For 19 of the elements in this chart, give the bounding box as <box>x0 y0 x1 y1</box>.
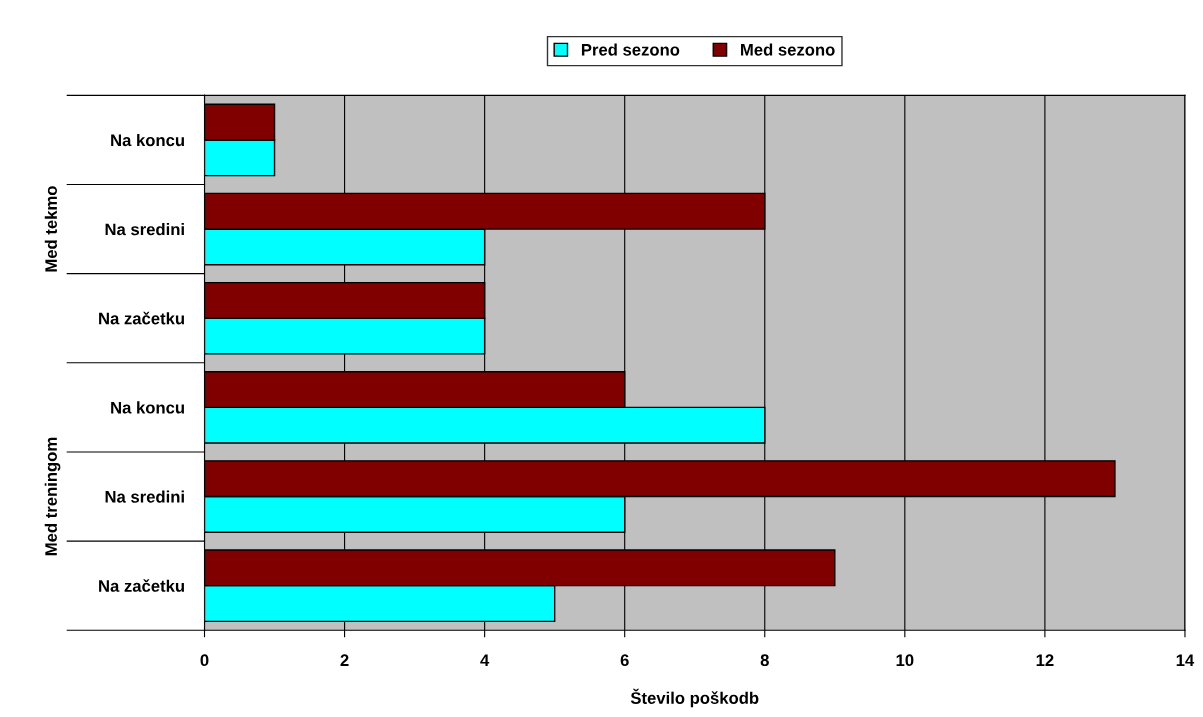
y-tick-label: Na sredini <box>105 490 184 503</box>
y-tick-label: Na začetku <box>99 311 184 325</box>
x-tick-label: 6 <box>620 654 629 667</box>
x-tick-label: 4 <box>480 654 490 666</box>
y-tick-label: Na koncu <box>111 133 184 147</box>
y-tick-label: Na koncu <box>111 401 184 414</box>
x-tick-label: 0 <box>200 654 209 667</box>
x-tick-label: 10 <box>896 654 914 667</box>
y-tick-label: Na začetku <box>99 579 184 592</box>
x-tick-label: 14 <box>1176 654 1195 666</box>
x-tick-label: 2 <box>340 654 349 666</box>
x-tick-label: 12 <box>1036 654 1054 666</box>
x-tick-label: 8 <box>760 654 769 667</box>
x-axis-title: Število poškodb <box>630 688 759 708</box>
legend-label: Pred sezono <box>581 43 680 56</box>
legend-label: Med sezono <box>741 43 835 56</box>
text: Med tekmo <box>44 186 58 272</box>
y-tick-label: Na sredini <box>105 223 184 236</box>
text: Med treningom <box>44 437 61 556</box>
